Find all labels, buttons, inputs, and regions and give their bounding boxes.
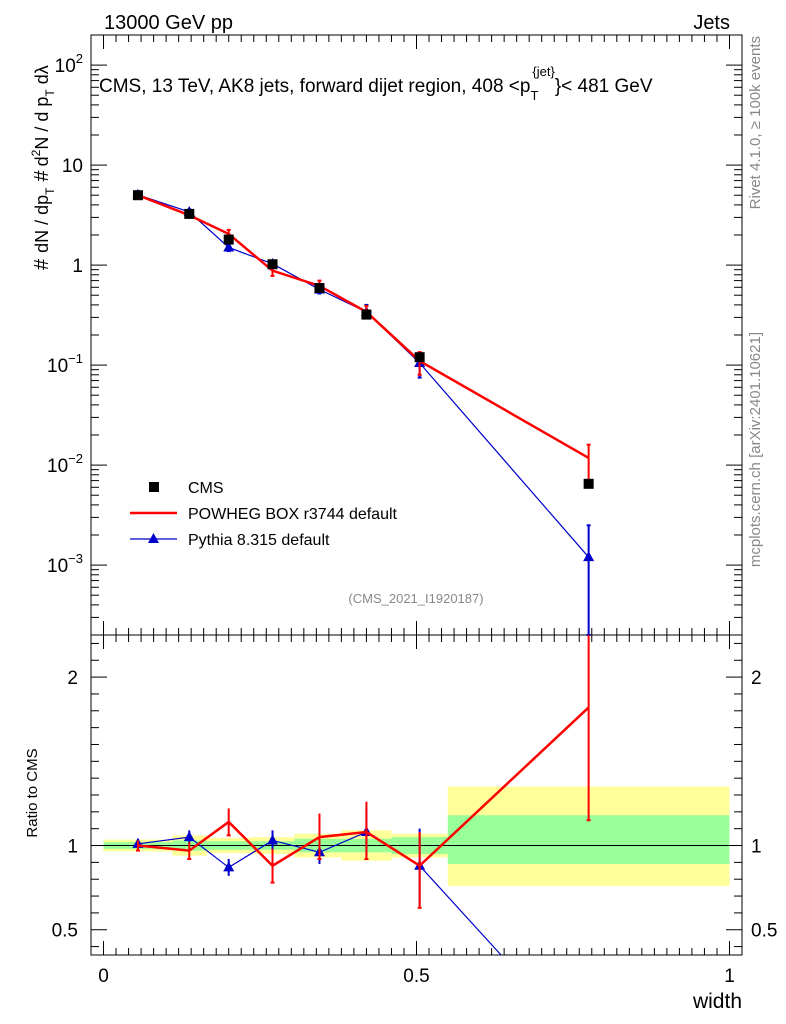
main-ylabel: #dN / dpT#d2N / d pT dλ — [29, 65, 57, 270]
pythia-ratio-marker — [267, 834, 279, 845]
pythia-line — [137, 194, 590, 558]
legend-cms-marker — [149, 482, 159, 492]
ratio-bands — [103, 786, 730, 886]
pythia-marker — [583, 551, 595, 562]
x-axis-label: width — [692, 990, 742, 1013]
y-tick-label-main: 10−2 — [47, 451, 83, 477]
analysis-reference: (CMS_2021_I1920187) — [348, 591, 483, 606]
y-tick-label-ratio: 1 — [67, 837, 78, 858]
legend-pythia-label: Pythia 8.315 default — [188, 532, 330, 549]
cms-marker — [361, 309, 372, 320]
plot-title-sup: {jet} — [532, 64, 555, 79]
main-ylabel-text: #dN / dpT#d2N / d pT dλ — [29, 65, 57, 270]
pythia-marker — [223, 241, 235, 252]
band-inner-7 — [447, 815, 730, 865]
y-tick-label-main: 1 — [72, 256, 83, 277]
ratio-series — [132, 635, 591, 956]
legend-cms-label: CMS — [188, 480, 224, 497]
y-tick-label-main: 102 — [55, 51, 83, 77]
y-tick-label-main: 10−3 — [47, 551, 83, 577]
y-tick-label-main: 10 — [62, 156, 83, 177]
x-tick-label: 0 — [98, 966, 109, 987]
plot-title-end: }< 481 GeV — [555, 76, 653, 97]
ratio-ylabel: Ratio to CMS — [24, 748, 41, 837]
rivet-version: Rivet 4.1.0, ≥ 100k events — [747, 36, 764, 209]
cms-marker — [583, 478, 594, 489]
legend-powheg-label: POWHEG BOX r3744 default — [188, 506, 398, 523]
arxiv-reference: mcplots.cern.ch [arXiv:2401.10621] — [747, 332, 764, 567]
header-energy: 13000 GeV pp — [104, 12, 233, 34]
legend: CMS POWHEG BOX r3744 default Pythia 8.31… — [130, 480, 398, 549]
y-tick-label-ratio-right: 0.5 — [751, 921, 777, 942]
axis-ticks: 0 0.5 1 10−3 10−2 10−1 1 10 102 0.5 0.5 1 1 2 2 — [47, 34, 777, 987]
y-tick-label-ratio: 2 — [67, 668, 78, 689]
cms-marker — [414, 352, 425, 363]
y-tick-label-main: 10−1 — [47, 351, 83, 377]
y-tick-label-ratio-right: 1 — [751, 837, 762, 858]
main-series — [132, 188, 595, 636]
cms-marker — [184, 208, 195, 219]
y-tick-label-ratio-right: 2 — [751, 668, 762, 689]
powheg-ratio-line — [137, 706, 590, 868]
cms-marker — [223, 234, 234, 245]
legend-pythia-marker — [148, 533, 159, 543]
pythia-ratio-marker — [183, 831, 195, 842]
header-category: Jets — [693, 12, 730, 34]
plot-title-sub: T — [530, 88, 538, 103]
x-tick-label: 0.5 — [403, 966, 429, 987]
pythia-ratio-marker — [223, 861, 235, 872]
cms-marker — [132, 190, 143, 201]
y-tick-label-ratio: 0.5 — [52, 921, 78, 942]
powheg-line — [137, 194, 590, 459]
x-tick-label: 1 — [724, 966, 735, 987]
plot-title: CMS, 13 TeV, AK8 jets, forward dijet reg… — [99, 64, 653, 103]
plot-title-main: CMS, 13 TeV, AK8 jets, forward dijet reg… — [99, 76, 530, 97]
cms-marker — [267, 259, 278, 270]
cms-marker — [314, 283, 325, 294]
